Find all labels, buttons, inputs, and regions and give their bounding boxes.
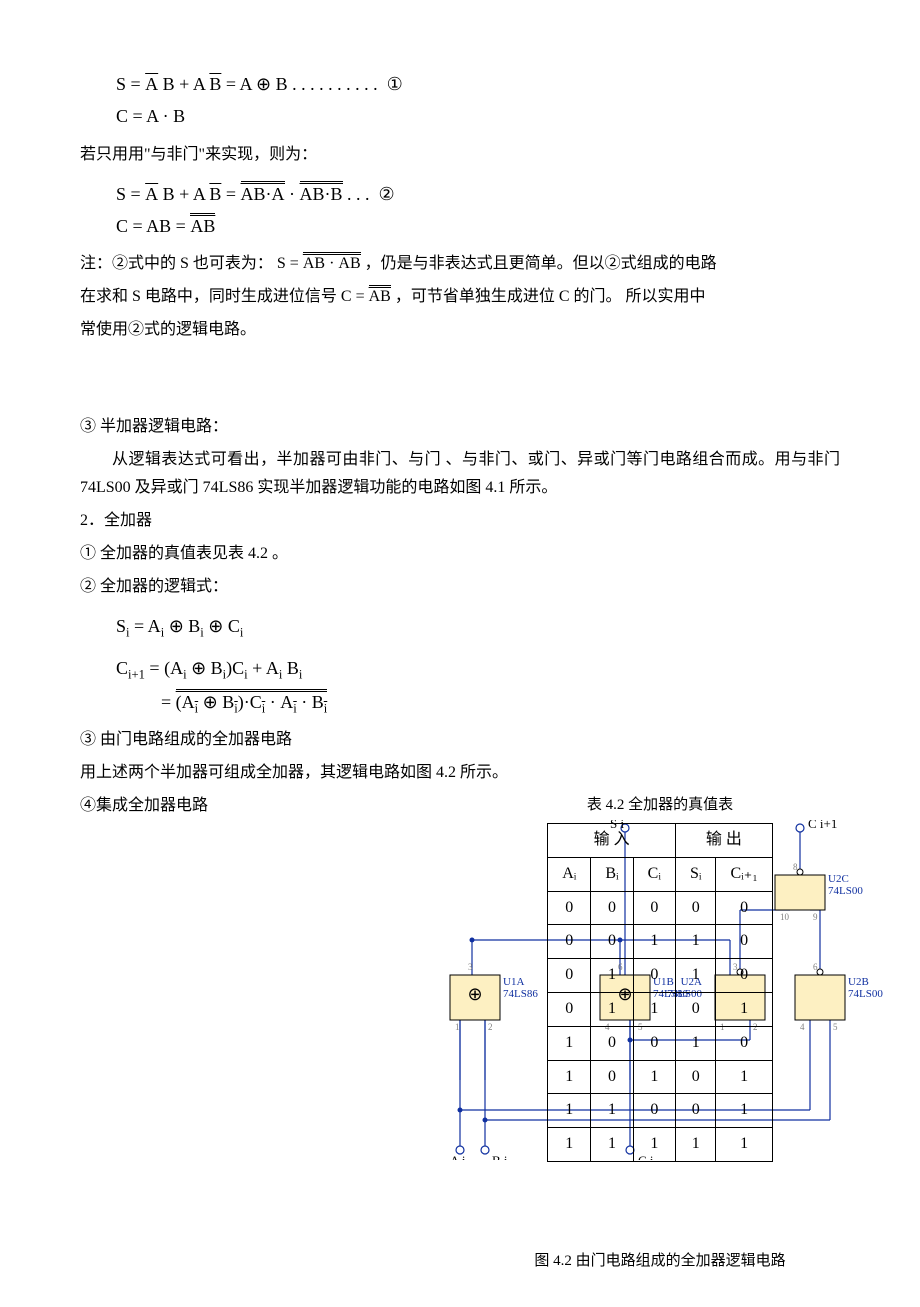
eq1-marker: ① [387,68,403,100]
eq1-line2: C = A · B [116,106,185,126]
eq2-marker: ② [379,178,395,210]
eq1-line1: S = A B + A B = A ⊕ B [116,74,288,94]
full-adder-4: ④集成全加器电路 [80,792,440,821]
svg-text:74LS86: 74LS86 [503,988,538,1000]
svg-text:74LS00: 74LS00 [828,885,863,897]
note-paragraph: 注：②式中的 S 也可表为： S = AB · AB ，仍是与非表达式且更简单。… [80,250,840,279]
svg-text:⊕: ⊕ [467,984,482,1004]
eq2-dots: . . . [347,184,370,204]
table-row: 01101 [548,993,773,1027]
equation-1: S = A B + A B = A ⊕ B . . . . . . . . . … [116,68,840,133]
full-adder-title: 2．全加器 [80,507,840,536]
svg-text:U2C: U2C [828,873,849,885]
truth-table-body: 0000000110010100110110010101011100111111 [548,891,773,1161]
svg-text:2: 2 [488,1022,493,1032]
eq-si: Si = Ai ⊕ Bi ⊕ Ci [116,610,840,644]
svg-text:U1A: U1A [503,976,524,988]
svg-text:74LS00: 74LS00 [848,988,883,1000]
table-row: 10101 [548,1060,773,1094]
table-row: 00000 [548,891,773,925]
svg-text:10: 10 [780,912,790,922]
table-title: 表 4.2 全加器的真值表 [440,792,880,819]
svg-text:6: 6 [813,962,818,972]
table-row: 10010 [548,1026,773,1060]
truth-table: 输 入 输 出 Aᵢ Bᵢ Cᵢ Sᵢ Cᵢ₊₁ 000000011001010… [547,823,773,1162]
equation-2: S = A B + A B = AB·A · AB·B . . . ② C = … [116,178,840,243]
svg-text:4: 4 [800,1022,805,1032]
table-row: 11111 [548,1128,773,1162]
nand-intro: 若只用用"与非门"来实现，则为： [80,141,840,170]
svg-text:1: 1 [455,1022,460,1032]
header-output: 输 出 [675,824,772,858]
figure-caption: 图 4.2 由门电路组成的全加器逻辑电路 [440,1248,880,1275]
table-row: 00110 [548,925,773,959]
full-adder-1: ① 全加器的真值表见表 4.2 。 [80,540,840,569]
header-input: 输 入 [548,824,676,858]
note-line3: 常使用②式的逻辑电路。 [80,316,840,345]
table-row: 11001 [548,1094,773,1128]
svg-text:9: 9 [813,912,818,922]
svg-text:A i: A i [450,1153,466,1160]
eq-ci1: Ci+1 = (Ai ⊕ Bi)Ci + Ai Bi = (Ai ⊕ Bi)·C… [116,652,840,719]
table-row: 01010 [548,959,773,993]
full-adder-3: ③ 由门电路组成的全加器电路 [80,726,840,755]
table-and-circuit: 表 4.2 全加器的真值表 [440,792,880,1275]
col-header-row: Aᵢ Bᵢ Cᵢ Sᵢ Cᵢ₊₁ [548,857,773,891]
eq1-dots: . . . . . . . . . . [292,74,378,94]
svg-text:5: 5 [833,1022,838,1032]
full-adder-3-text: 用上述两个半加器可组成全加器，其逻辑电路如图 4.2 所示。 [80,759,840,788]
section-3-title: ③ 半加器逻辑电路： [80,413,840,442]
full-adder-2: ② 全加器的逻辑式： [80,573,840,602]
svg-text:C i+1: C i+1 [808,820,837,831]
svg-text:B i: B i [492,1153,508,1160]
svg-text:U2B: U2B [848,976,869,988]
svg-text:8: 8 [793,862,798,872]
svg-text:3: 3 [468,962,473,972]
section-3-text: 从逻辑表达式可看出，半加器可由非门、与门 、与非门、或门、异或门等门电路组合而成… [80,446,840,504]
note-line2: 在求和 S 电路中，同时生成进位信号 C = AB ，可节省单独生成进位 C 的… [80,283,840,312]
